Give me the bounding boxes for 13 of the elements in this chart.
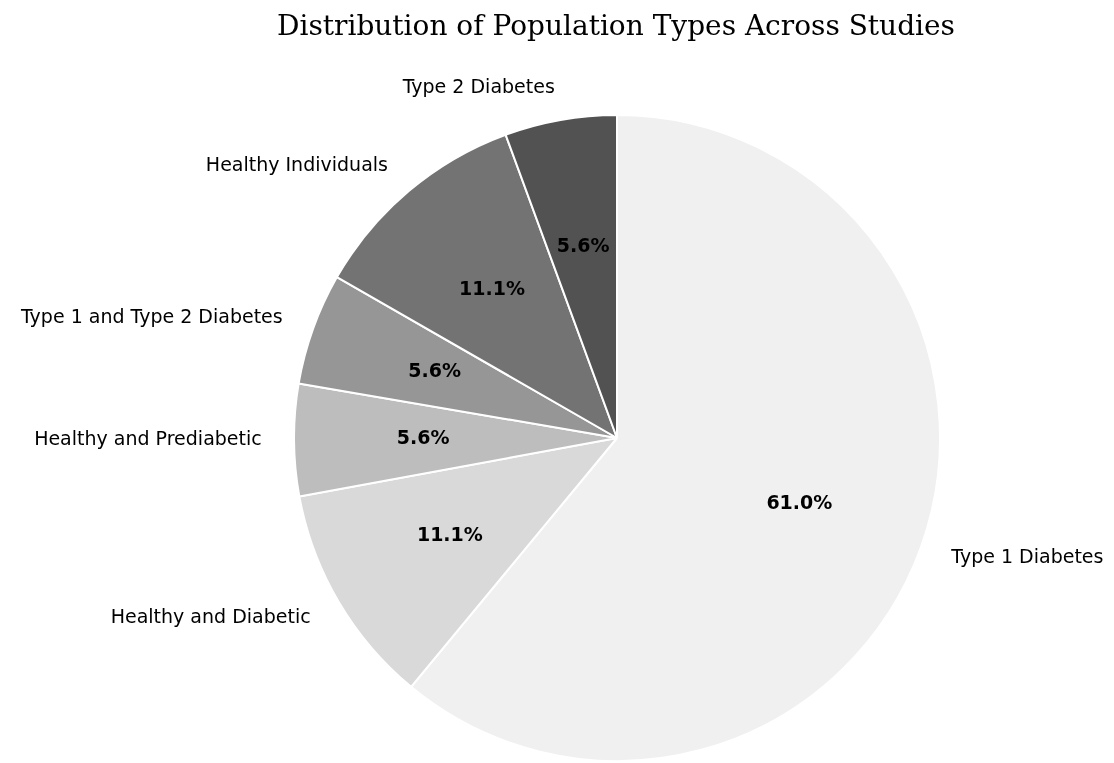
data-label: 11.1% — [459, 276, 526, 299]
slice-label: Healthy and Diabetic — [110, 604, 311, 627]
data-label: 61.0% — [766, 490, 833, 513]
slice-label: Healthy Individuals — [205, 153, 388, 176]
data-label: 5.6% — [408, 359, 462, 382]
slice-label: Type 1 and Type 2 Diabetes — [19, 304, 283, 327]
data-label: 5.6% — [396, 426, 450, 449]
data-label: 5.6% — [556, 234, 610, 257]
data-label: 11.1% — [416, 523, 483, 546]
slice-label: Type 2 Diabetes — [401, 75, 555, 98]
chart-title: Distribution of Population Types Across Studies — [277, 9, 955, 43]
slice-label: Healthy and Prediabetic — [34, 427, 262, 450]
slice-label: Type 1 Diabetes — [950, 545, 1104, 568]
